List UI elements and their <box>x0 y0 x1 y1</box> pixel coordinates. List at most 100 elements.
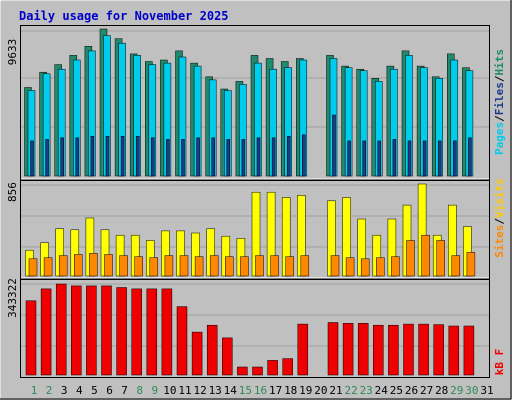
kbytes-bar <box>418 323 429 376</box>
pages-bar <box>75 137 80 177</box>
x-tick-label: 2 <box>46 384 53 397</box>
pages-bar <box>120 136 125 177</box>
kbytes-bar <box>191 331 203 376</box>
x-tick-label: 10 <box>163 384 176 397</box>
pages-bar <box>105 136 110 177</box>
sites-bar <box>209 255 219 277</box>
sites-bar <box>179 255 189 277</box>
kbytes-bar <box>161 288 173 376</box>
kbytes-bar <box>206 324 218 376</box>
sites-bar <box>43 257 53 277</box>
kbytes-legend: kB F <box>493 349 506 376</box>
x-tick-label: 3 <box>61 384 68 397</box>
pages-bar <box>196 137 200 177</box>
kbytes-bar <box>327 322 339 376</box>
x-tick-label: 27 <box>420 384 433 397</box>
pages-bar <box>468 137 472 177</box>
sites-bar <box>74 254 83 277</box>
x-tick-label: 31 <box>480 384 493 397</box>
x-tick-label: 21 <box>329 384 342 397</box>
kbytes-bar <box>55 283 67 376</box>
x-tick-label: 17 <box>269 384 282 397</box>
x-tick-label: 4 <box>76 384 83 397</box>
x-tick-label: 15 <box>239 384 252 397</box>
kbytes-bar <box>222 337 233 376</box>
pages-bar <box>60 137 64 177</box>
sites-bar <box>345 257 355 277</box>
kbytes-bar <box>373 324 384 376</box>
x-tick-label: 1 <box>31 384 38 397</box>
x-tick-label: 11 <box>178 384 191 397</box>
x-tick-label: 18 <box>284 384 297 397</box>
x-tick-label: 7 <box>121 384 128 397</box>
sites-bar <box>28 258 38 277</box>
sites-bar <box>119 255 128 277</box>
sites-bar <box>285 256 294 277</box>
kbytes-bar <box>357 323 369 376</box>
x-tick-label: 25 <box>390 384 403 397</box>
pages-bar <box>256 137 261 177</box>
kbytes-bar <box>131 288 142 376</box>
pages-bar <box>45 139 49 177</box>
x-tick-label: 24 <box>375 384 389 397</box>
kbytes-bar <box>71 285 82 376</box>
chart-title: Daily usage for November 2025 <box>19 9 229 23</box>
pages-bar <box>166 139 170 177</box>
x-tick-label: 9 <box>151 384 158 397</box>
pages-bar <box>392 139 397 177</box>
pages-bar <box>302 134 306 177</box>
kbytes-bar <box>282 358 293 376</box>
pages-bar <box>211 137 215 177</box>
legend-kbytes: kB F <box>493 349 506 376</box>
pages-bar <box>437 140 442 177</box>
sites-bar <box>89 253 98 277</box>
kbytes-bar <box>388 324 399 376</box>
x-tick-label: 13 <box>209 384 222 397</box>
x-tick-label: 19 <box>299 384 312 397</box>
sites-bar <box>466 252 476 277</box>
pages-bar <box>271 137 276 177</box>
pages-bar <box>135 136 140 177</box>
sites-bar <box>270 255 279 277</box>
panel-kbytes-frame <box>20 279 490 378</box>
sites-bar <box>421 234 430 277</box>
kbytes-bar <box>342 323 354 376</box>
sites-bar <box>300 255 310 277</box>
x-axis-labels: 1 2 3 4 5 6 7 8 9 10 11 12 13 14 15 16 17 18 19 20 21 22 23 24 2… <box>31 384 494 397</box>
legend-hits: Hits <box>493 49 506 76</box>
x-tick-label: 6 <box>106 384 113 397</box>
sites-bar <box>406 240 415 277</box>
pages-bar <box>286 136 291 177</box>
kbytes-bar <box>40 288 52 376</box>
kbytes-bar <box>297 323 309 376</box>
sites-bar <box>436 240 445 277</box>
pages-bar <box>151 137 155 177</box>
x-tick-label: 8 <box>136 384 143 397</box>
legend-files: Files <box>493 82 506 115</box>
pages-bar <box>30 140 34 177</box>
sites-bar <box>451 255 461 277</box>
sites-bar <box>104 254 113 277</box>
pages-bar <box>407 140 412 177</box>
kbytes-bar <box>116 287 127 376</box>
sites-bar <box>330 255 340 277</box>
pages-bar <box>347 140 351 177</box>
x-tick-label: 16 <box>254 384 267 397</box>
pages-bar <box>241 139 246 177</box>
legend-visits: Visits <box>493 178 506 218</box>
legend-separator: / <box>493 115 506 122</box>
legend-sites: Sites <box>493 225 506 258</box>
pages-bar <box>453 140 457 177</box>
chart-marks <box>21 28 489 376</box>
sites-bar <box>134 256 143 277</box>
pages-bar <box>422 140 427 177</box>
kbytes-bar <box>252 366 263 376</box>
sites-bar <box>240 256 249 277</box>
x-tick-label: 30 <box>465 384 478 397</box>
kbytes-bar <box>433 324 444 376</box>
pages-bar <box>181 139 185 177</box>
x-tick-label: 5 <box>91 384 98 397</box>
pages-bar <box>90 136 95 177</box>
kbytes-bar <box>146 288 158 376</box>
